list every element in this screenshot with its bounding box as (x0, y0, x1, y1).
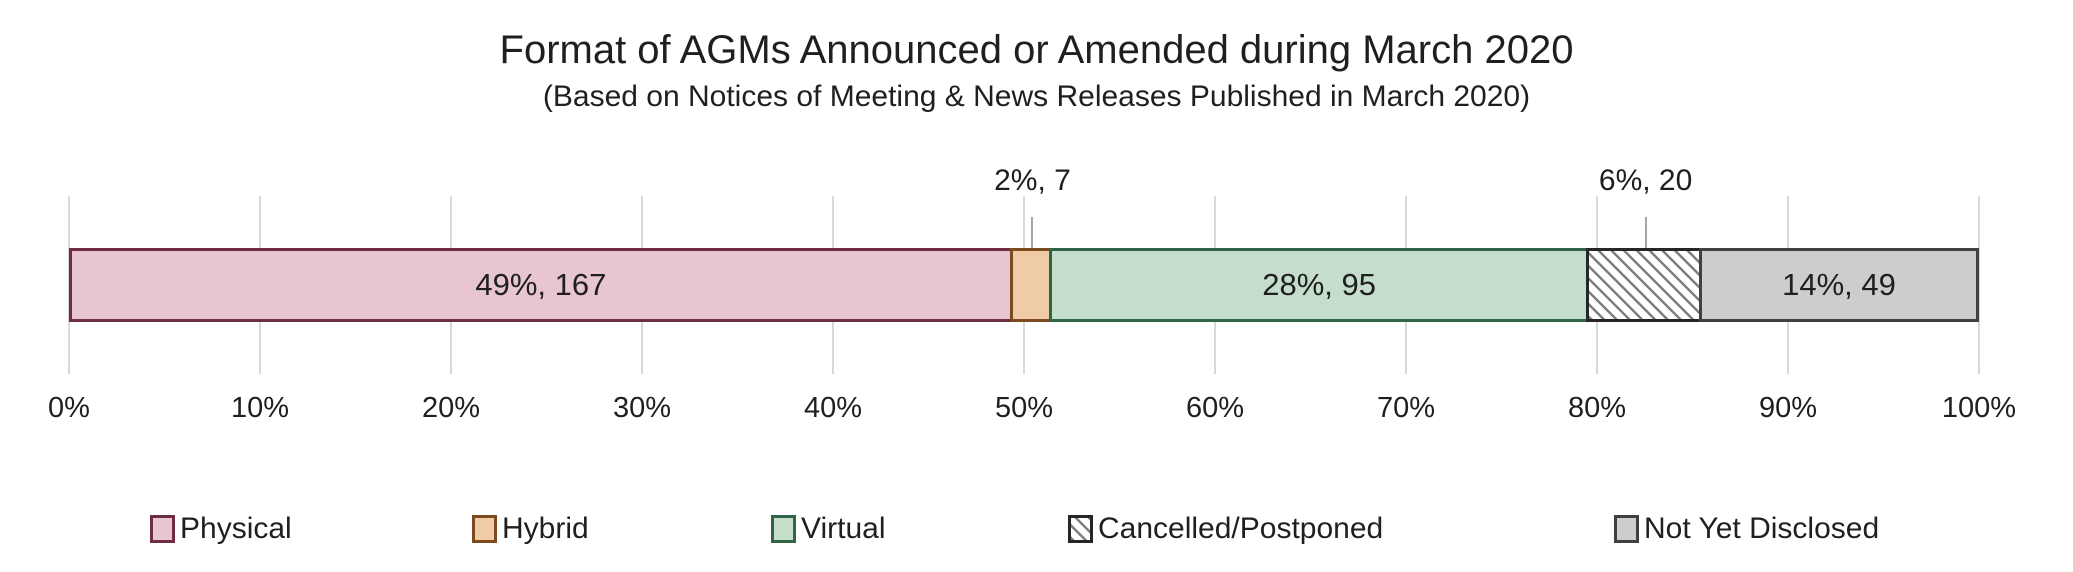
legend-swatch-not-yet-disclosed (1614, 515, 1639, 543)
plot-area: 49%, 167 28%, 95 14%, 49 2%, 7 6%, 20 (68, 164, 1980, 374)
data-label-physical: 49%, 167 (475, 267, 607, 302)
x-tick-0%: 0% (48, 392, 90, 424)
x-tick-70%: 70% (1376, 392, 1436, 424)
leader-line-cancelled-postponed (1644, 217, 1647, 248)
legend-label-not-yet-disclosed: Not Yet Disclosed (1644, 512, 1880, 545)
bar-segment-hybrid (1009, 248, 1053, 322)
legend-item-not-yet-disclosed: Not Yet Disclosed (1614, 512, 1879, 546)
legend-item-hybrid: Hybrid (472, 512, 589, 546)
legend-label-physical: Physical (180, 512, 292, 545)
x-tick-40%: 40% (803, 392, 863, 424)
legend-swatch-physical (150, 515, 175, 543)
leader-line-hybrid (1031, 217, 1034, 248)
chart-subtitle: (Based on Notices of Meeting & News Rele… (542, 80, 1531, 113)
bar-segment-virtual: 28%, 95 (1049, 248, 1590, 322)
bar-segment-not-yet-disclosed: 14%, 49 (1699, 248, 1979, 322)
x-tick-80%: 80% (1567, 392, 1627, 424)
x-tick-100%: 100% (1941, 392, 2017, 424)
legend-label-cancelled-postponed: Cancelled/Postponed (1098, 512, 1384, 545)
bar-segment-physical: 49%, 167 (69, 248, 1013, 322)
x-tick-60%: 60% (1185, 392, 1245, 424)
x-tick-10%: 10% (230, 392, 290, 424)
legend-swatch-hybrid (472, 515, 497, 543)
data-label-cancelled-postponed: 6%, 20 (1598, 164, 1693, 197)
legend-swatch-virtual (771, 515, 796, 543)
gridline-100% (1978, 196, 1980, 374)
legend: Physical Hybrid Virtual Cancelled/Postponed… (0, 512, 2073, 552)
legend-label-hybrid: Hybrid (502, 512, 589, 545)
legend-item-cancelled-postponed: Cancelled/Postponed (1068, 512, 1383, 546)
data-label-not-yet-disclosed: 14%, 49 (1782, 267, 1896, 302)
chart-title: Format of AGMs Announced or Amended duri… (499, 28, 1574, 72)
x-tick-30%: 30% (612, 392, 672, 424)
legend-swatch-cancelled-postponed (1068, 515, 1093, 543)
x-tick-90%: 90% (1758, 392, 1818, 424)
data-label-hybrid: 2%, 7 (994, 164, 1071, 197)
data-label-virtual: 28%, 95 (1262, 267, 1377, 302)
legend-item-physical: Physical (150, 512, 292, 546)
x-axis: 0% 10% 20% 30% 40% 50% 60% 70% 80% 90% 100% (48, 392, 2016, 432)
legend-item-virtual: Virtual (771, 512, 886, 546)
bar-segment-cancelled-postponed (1586, 248, 1703, 322)
x-tick-50%: 50% (994, 392, 1054, 424)
legend-label-virtual: Virtual (801, 512, 886, 545)
x-tick-20%: 20% (421, 392, 481, 424)
stacked-bar: 49%, 167 28%, 95 14%, 49 (69, 248, 1979, 322)
